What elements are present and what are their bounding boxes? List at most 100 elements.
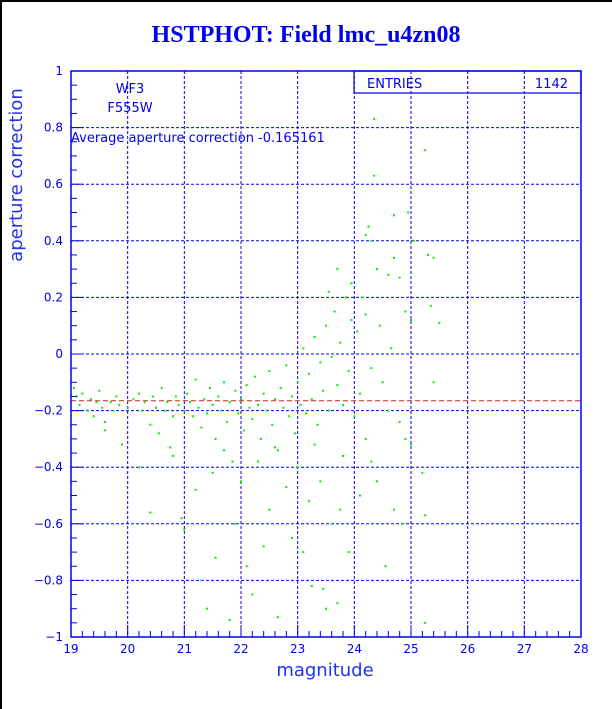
- data-point: [87, 409, 89, 412]
- data-point: [310, 398, 313, 401]
- data-point: [197, 406, 200, 409]
- y-tick-label: −1: [45, 630, 63, 644]
- axis-ticks: [70, 70, 582, 638]
- data-point: [268, 508, 271, 511]
- data-point: [359, 494, 361, 497]
- data-point: [274, 398, 276, 401]
- data-point: [347, 551, 350, 554]
- data-point: [140, 409, 143, 412]
- data-point: [132, 398, 135, 401]
- x-tick-label: 27: [517, 642, 532, 656]
- data-point: [115, 395, 118, 398]
- data-point: [367, 225, 370, 228]
- data-point: [189, 401, 191, 404]
- y-tick-label: 0.2: [44, 290, 63, 304]
- data-point: [336, 268, 339, 271]
- data-point: [344, 296, 347, 299]
- y-axis-title: aperture correction: [6, 88, 27, 262]
- data-point: [92, 415, 95, 418]
- data-point: [325, 607, 327, 610]
- data-point: [291, 536, 293, 539]
- x-tick-label: 25: [403, 642, 418, 656]
- data-point: [339, 508, 342, 511]
- data-point: [330, 522, 333, 525]
- x-tick-label: 22: [233, 642, 248, 656]
- data-point: [410, 443, 412, 446]
- data-point: [387, 273, 390, 276]
- data-point: [308, 500, 310, 503]
- data-point: [393, 214, 395, 217]
- y-tick-labels: −1 −0.8 −0.6 −0.4 −0.2 0 0.2 0.4 0.6 0.8 1: [34, 64, 63, 644]
- x-tick-label: 20: [120, 642, 135, 656]
- data-point: [248, 406, 251, 409]
- data-point: [299, 403, 302, 406]
- data-point: [172, 454, 174, 457]
- x-tick-label: 26: [460, 642, 475, 656]
- data-point: [285, 364, 288, 367]
- y-tick-label: −0.4: [34, 460, 63, 474]
- data-point: [163, 409, 166, 412]
- data-point: [240, 398, 242, 401]
- data-point: [259, 437, 262, 440]
- data-points: [72, 118, 441, 624]
- data-point: [313, 443, 316, 446]
- data-point: [112, 409, 115, 412]
- data-point: [180, 517, 183, 520]
- data-point: [359, 392, 361, 395]
- data-point: [293, 432, 296, 435]
- data-point: [206, 607, 208, 610]
- data-point: [126, 406, 129, 409]
- data-point: [364, 313, 367, 316]
- data-point: [81, 392, 84, 395]
- data-point: [404, 437, 407, 440]
- data-point: [245, 384, 248, 387]
- data-point: [208, 386, 211, 389]
- data-point: [160, 386, 163, 389]
- data-point: [398, 420, 401, 423]
- data-point: [98, 389, 101, 392]
- data-point: [183, 528, 186, 531]
- data-point: [302, 551, 305, 554]
- data-point: [364, 234, 367, 237]
- data-point: [427, 253, 429, 256]
- data-point: [421, 471, 424, 474]
- data-point: [316, 423, 319, 426]
- data-point: [350, 282, 353, 285]
- y-tick-label: 0.8: [44, 121, 63, 135]
- data-point: [101, 406, 104, 409]
- data-point: [378, 324, 381, 327]
- grid-lines: [71, 71, 581, 637]
- data-point: [251, 593, 254, 596]
- data-point: [237, 412, 240, 415]
- data-point: [387, 409, 390, 412]
- data-point: [89, 398, 92, 401]
- data-point: [376, 268, 378, 271]
- data-point: [432, 381, 435, 384]
- data-point: [104, 429, 106, 432]
- data-point: [288, 415, 291, 418]
- data-point: [194, 488, 197, 491]
- data-point: [393, 508, 395, 511]
- data-point: [373, 174, 376, 177]
- data-point: [424, 149, 427, 152]
- data-point: [265, 409, 268, 412]
- data-point: [72, 386, 75, 389]
- data-point: [390, 347, 393, 350]
- data-point: [109, 401, 112, 404]
- data-point: [305, 412, 308, 415]
- data-point: [211, 471, 214, 474]
- data-point: [234, 522, 237, 525]
- data-point: [361, 296, 364, 299]
- data-point: [424, 514, 427, 517]
- data-point: [310, 585, 313, 588]
- data-point: [223, 381, 225, 384]
- data-point: [376, 480, 378, 483]
- data-point: [234, 389, 237, 392]
- y-tick-label: −0.2: [34, 404, 63, 418]
- chart-title: HSTPHOT: Field lmc_u4zn08: [151, 22, 461, 48]
- y-tick-label: 0: [55, 347, 63, 361]
- data-point: [157, 432, 160, 435]
- data-point: [257, 403, 259, 406]
- x-tick-label: 28: [573, 642, 588, 656]
- data-point: [370, 239, 373, 242]
